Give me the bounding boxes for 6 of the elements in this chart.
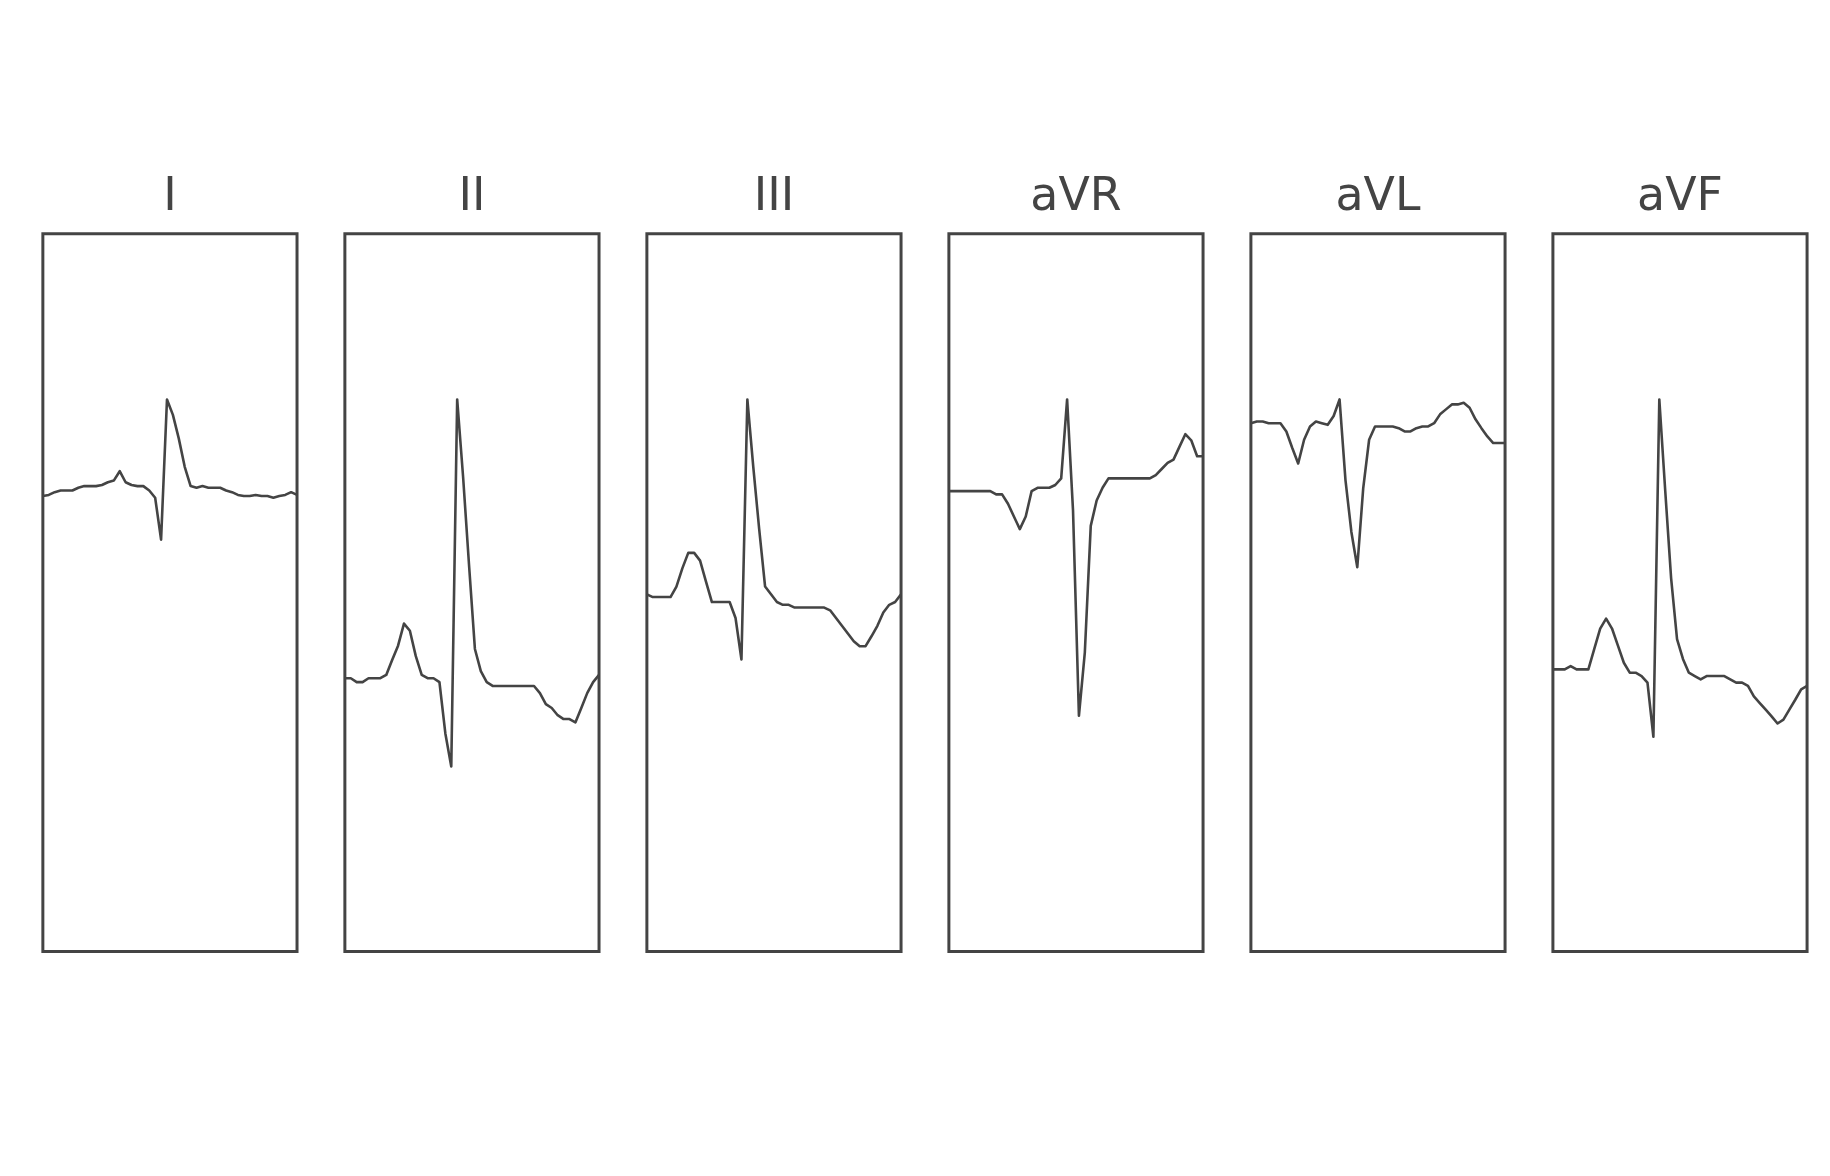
chart-title: aVF [1637,166,1723,221]
chart-title: I [163,166,177,221]
chart-title: III [753,166,795,221]
chart-title: aVL [1335,166,1421,221]
chart-title: aVR [1030,166,1122,221]
chart-title: II [458,166,486,221]
